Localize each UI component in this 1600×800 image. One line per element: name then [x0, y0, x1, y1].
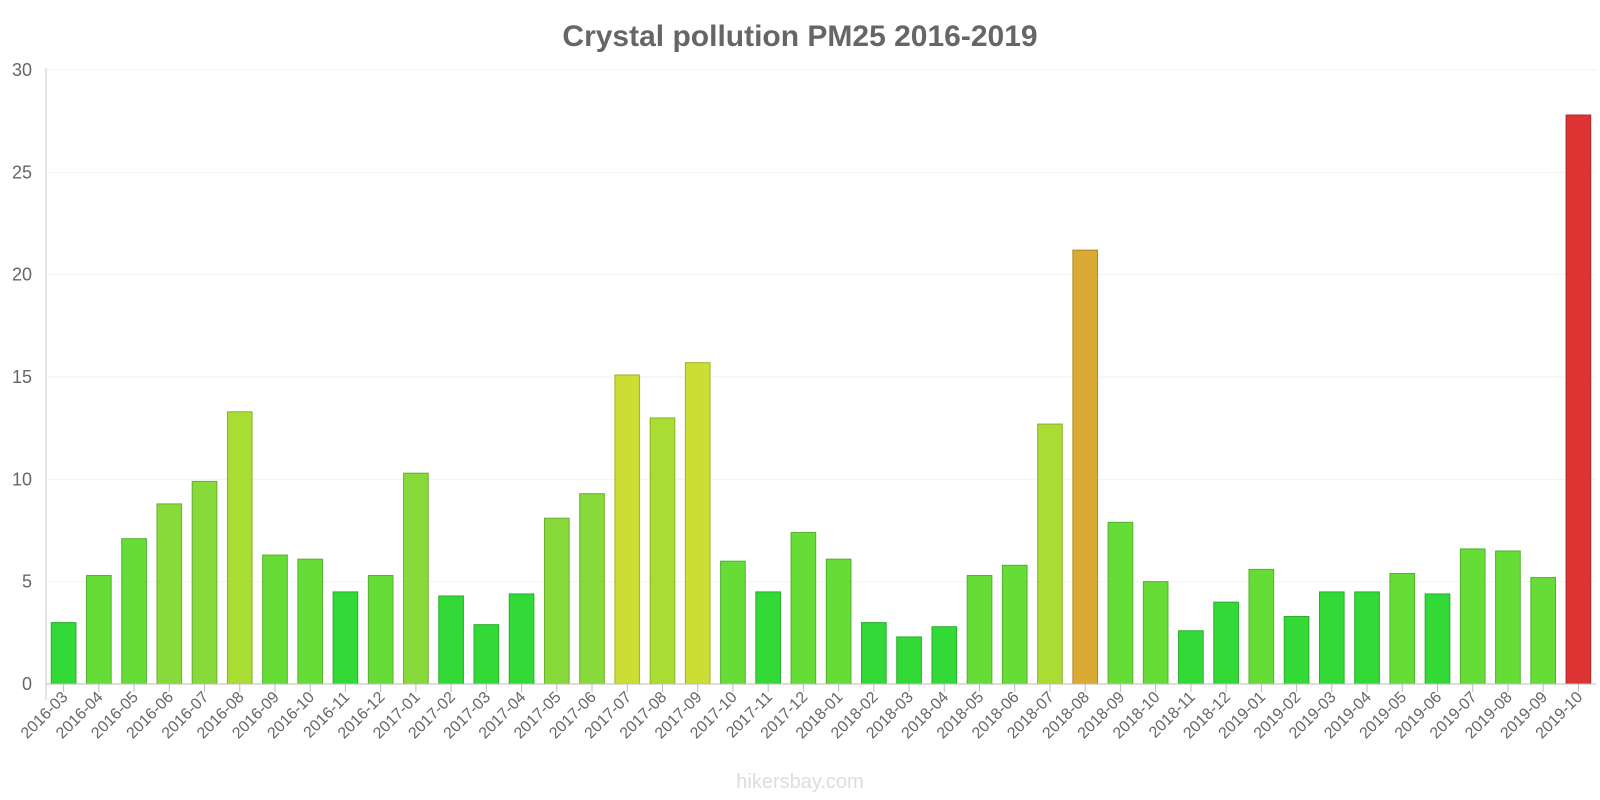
- bar-2019-06[interactable]: [1424, 593, 1451, 685]
- bar-2017-07[interactable]: [614, 374, 641, 685]
- bar-2016-07[interactable]: [191, 480, 218, 685]
- bar-2018-07[interactable]: [1037, 423, 1063, 685]
- bar-2019-02[interactable]: [1283, 615, 1310, 685]
- bar-2016-06[interactable]: [156, 503, 183, 685]
- y-tick-label: 5: [22, 572, 32, 592]
- bar-2019-04[interactable]: [1354, 591, 1380, 685]
- bar-2018-10[interactable]: [1142, 581, 1169, 685]
- bar-2018-11[interactable]: [1178, 630, 1204, 685]
- bar-2017-09[interactable]: [684, 362, 711, 685]
- bar-2017-08[interactable]: [649, 417, 676, 685]
- bar-2016-12[interactable]: [367, 575, 394, 685]
- y-tick-label: 30: [12, 60, 32, 80]
- bar-2017-01[interactable]: [403, 472, 429, 685]
- y-tick-label: 20: [12, 265, 32, 285]
- bar-2017-03[interactable]: [473, 624, 500, 685]
- bar-2018-09[interactable]: [1107, 521, 1134, 685]
- bar-2017-10[interactable]: [720, 560, 746, 685]
- bar-2018-01[interactable]: [825, 558, 852, 685]
- bar-2019-09[interactable]: [1530, 577, 1556, 685]
- bar-2018-06[interactable]: [1001, 564, 1028, 685]
- bar-2016-11[interactable]: [332, 591, 359, 685]
- credit-text[interactable]: hikersbay.com: [736, 771, 863, 793]
- bar-2019-03[interactable]: [1318, 591, 1345, 685]
- bar-2016-04[interactable]: [86, 575, 112, 685]
- bar-2017-12[interactable]: [790, 532, 817, 685]
- bar-2017-04[interactable]: [508, 593, 535, 685]
- chart-title: Crystal pollution PM25 2016-2019: [562, 20, 1037, 53]
- bar-2017-05[interactable]: [543, 517, 570, 685]
- bar-2019-10[interactable]: [1565, 114, 1592, 685]
- bar-2018-12[interactable]: [1213, 601, 1239, 685]
- bar-2016-09[interactable]: [262, 554, 288, 685]
- bar-2018-08[interactable]: [1072, 249, 1099, 685]
- bar-2017-11[interactable]: [755, 591, 781, 685]
- bar-2016-05[interactable]: [121, 538, 147, 685]
- bar-2016-03[interactable]: [50, 622, 77, 685]
- bar-2017-06[interactable]: [579, 493, 605, 685]
- bar-2018-05[interactable]: [966, 575, 993, 685]
- y-tick-label: 0: [22, 674, 32, 694]
- axes: [45, 68, 1596, 700]
- y-tick-label: 15: [12, 367, 32, 387]
- y-tick-label: 10: [12, 469, 32, 489]
- bar-2019-07[interactable]: [1459, 548, 1486, 685]
- bar-2016-10[interactable]: [297, 558, 324, 685]
- bars: [50, 114, 1592, 685]
- y-tick-label: 25: [12, 162, 32, 182]
- bar-2018-04[interactable]: [931, 626, 958, 685]
- bar-2019-05[interactable]: [1389, 572, 1416, 685]
- bar-2018-03[interactable]: [896, 636, 922, 685]
- bar-2018-02[interactable]: [861, 622, 887, 685]
- bar-2017-02[interactable]: [438, 595, 464, 685]
- bar-2016-08[interactable]: [226, 411, 253, 685]
- bar-2019-08[interactable]: [1495, 550, 1521, 685]
- y-axis-ticks: 0 5 10 15 20 25 30: [12, 60, 32, 694]
- bar-2019-01[interactable]: [1248, 568, 1275, 685]
